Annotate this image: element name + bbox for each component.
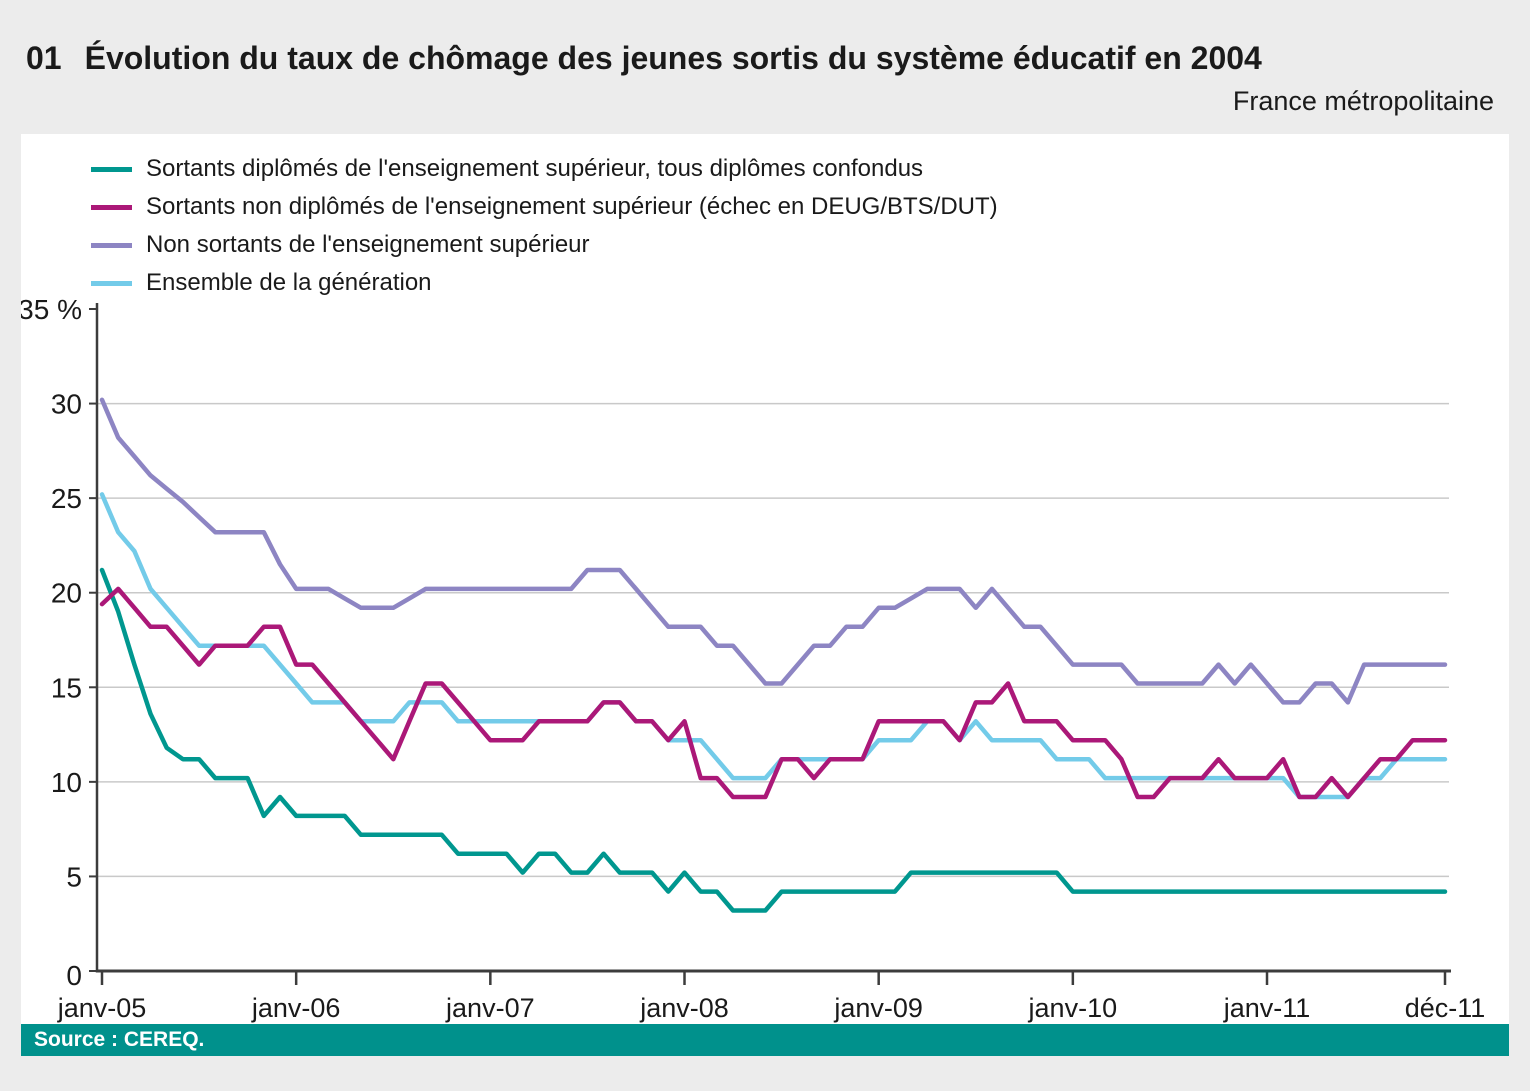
page-title: Évolution du taux de chômage des jeunes … <box>84 40 1262 76</box>
legend-label: Sortants diplômés de l'enseignement supé… <box>146 155 924 182</box>
x-tick-label: janv-05 <box>57 993 147 1023</box>
source-label: Source : CEREQ. <box>34 1028 205 1051</box>
legend-item: Sortants non diplômés de l'enseignement … <box>91 188 998 226</box>
legend-label: Ensemble de la génération <box>146 269 432 296</box>
legend-swatch-icon <box>91 204 132 210</box>
x-tick-label: janv-08 <box>639 993 729 1023</box>
figure-header: 01 Évolution du taux de chômage des jeun… <box>26 40 1262 77</box>
series-line <box>99 586 1448 800</box>
x-tick-label: janv-06 <box>251 993 341 1023</box>
x-tick-label: janv-11 <box>1223 993 1311 1023</box>
unemployment-chart: 0 5 10 15 20 25 30 35 % janv-05 janv-06 janv-07 jan… <box>21 294 1486 1023</box>
x-tick-label: janv-09 <box>833 993 923 1023</box>
x-tick-label: déc-11 <box>1405 993 1486 1023</box>
legend-label: Non sortants de l'enseignement supérieur <box>146 231 590 258</box>
y-tick-label: 25 <box>51 483 82 514</box>
x-tick-label: janv-10 <box>1028 993 1118 1023</box>
chart-legend: Sortants diplômés de l'enseignement supé… <box>91 150 998 302</box>
y-tick-label: 10 <box>51 767 82 798</box>
legend-label: Sortants non diplômés de l'enseignement … <box>146 193 998 220</box>
source-bar: Source : CEREQ. <box>21 1024 1509 1056</box>
y-tick-label: 15 <box>51 672 82 703</box>
series-line <box>99 397 1448 705</box>
region-note: France métropolitaine <box>1232 86 1494 116</box>
legend-item: Sortants diplômés de l'enseignement supé… <box>91 150 998 188</box>
legend-item: Ensemble de la génération <box>91 264 998 302</box>
y-tick-label: 20 <box>51 578 82 609</box>
legend-swatch-icon <box>91 242 132 248</box>
y-tick-label: 35 % <box>21 294 82 325</box>
y-tick-label: 30 <box>51 389 82 420</box>
chart-panel: 0 5 10 15 20 25 30 35 % janv-05 janv-06 janv-07 jan… <box>21 134 1509 1056</box>
series-line <box>99 567 1448 913</box>
legend-swatch-icon <box>91 166 132 172</box>
legend-swatch-icon <box>91 280 132 286</box>
x-tick-label: janv-07 <box>445 993 535 1023</box>
series-line <box>99 492 1448 800</box>
legend-item: Non sortants de l'enseignement supérieur <box>91 226 998 264</box>
y-tick-label: 5 <box>66 861 82 892</box>
y-tick-label: 0 <box>66 960 82 991</box>
figure-number: 01 <box>26 40 62 76</box>
